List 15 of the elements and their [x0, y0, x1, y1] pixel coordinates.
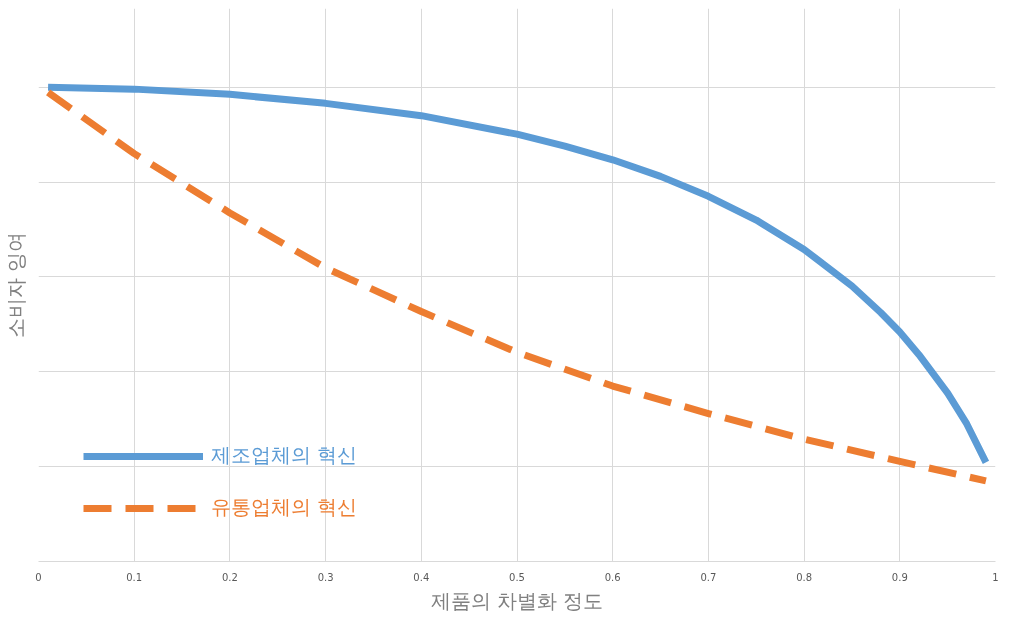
text: 유통업체의 혁신	[211, 494, 358, 521]
text: 제조업체의 혁신	[211, 442, 358, 469]
x-tick-label: 0.8	[796, 571, 813, 583]
x-tick-label: 0.1	[126, 571, 143, 583]
x-tick-label: 1	[992, 571, 999, 583]
y-axis-title: 소비자 잉여	[3, 231, 28, 339]
x-tick-label: 0.4	[413, 571, 430, 583]
x-tick-label: 0.7	[700, 571, 717, 583]
x-tick-label: 0.9	[891, 571, 908, 583]
x-tick-label: 0.6	[604, 571, 621, 583]
x-tick-label: 0.2	[221, 571, 238, 583]
x-tick-label: 0	[35, 571, 42, 583]
x-tick-label: 0.5	[509, 571, 525, 583]
x-axis-title: 제품의 차별화 정도	[430, 588, 604, 613]
x-tick-label: 0.3	[317, 571, 334, 583]
